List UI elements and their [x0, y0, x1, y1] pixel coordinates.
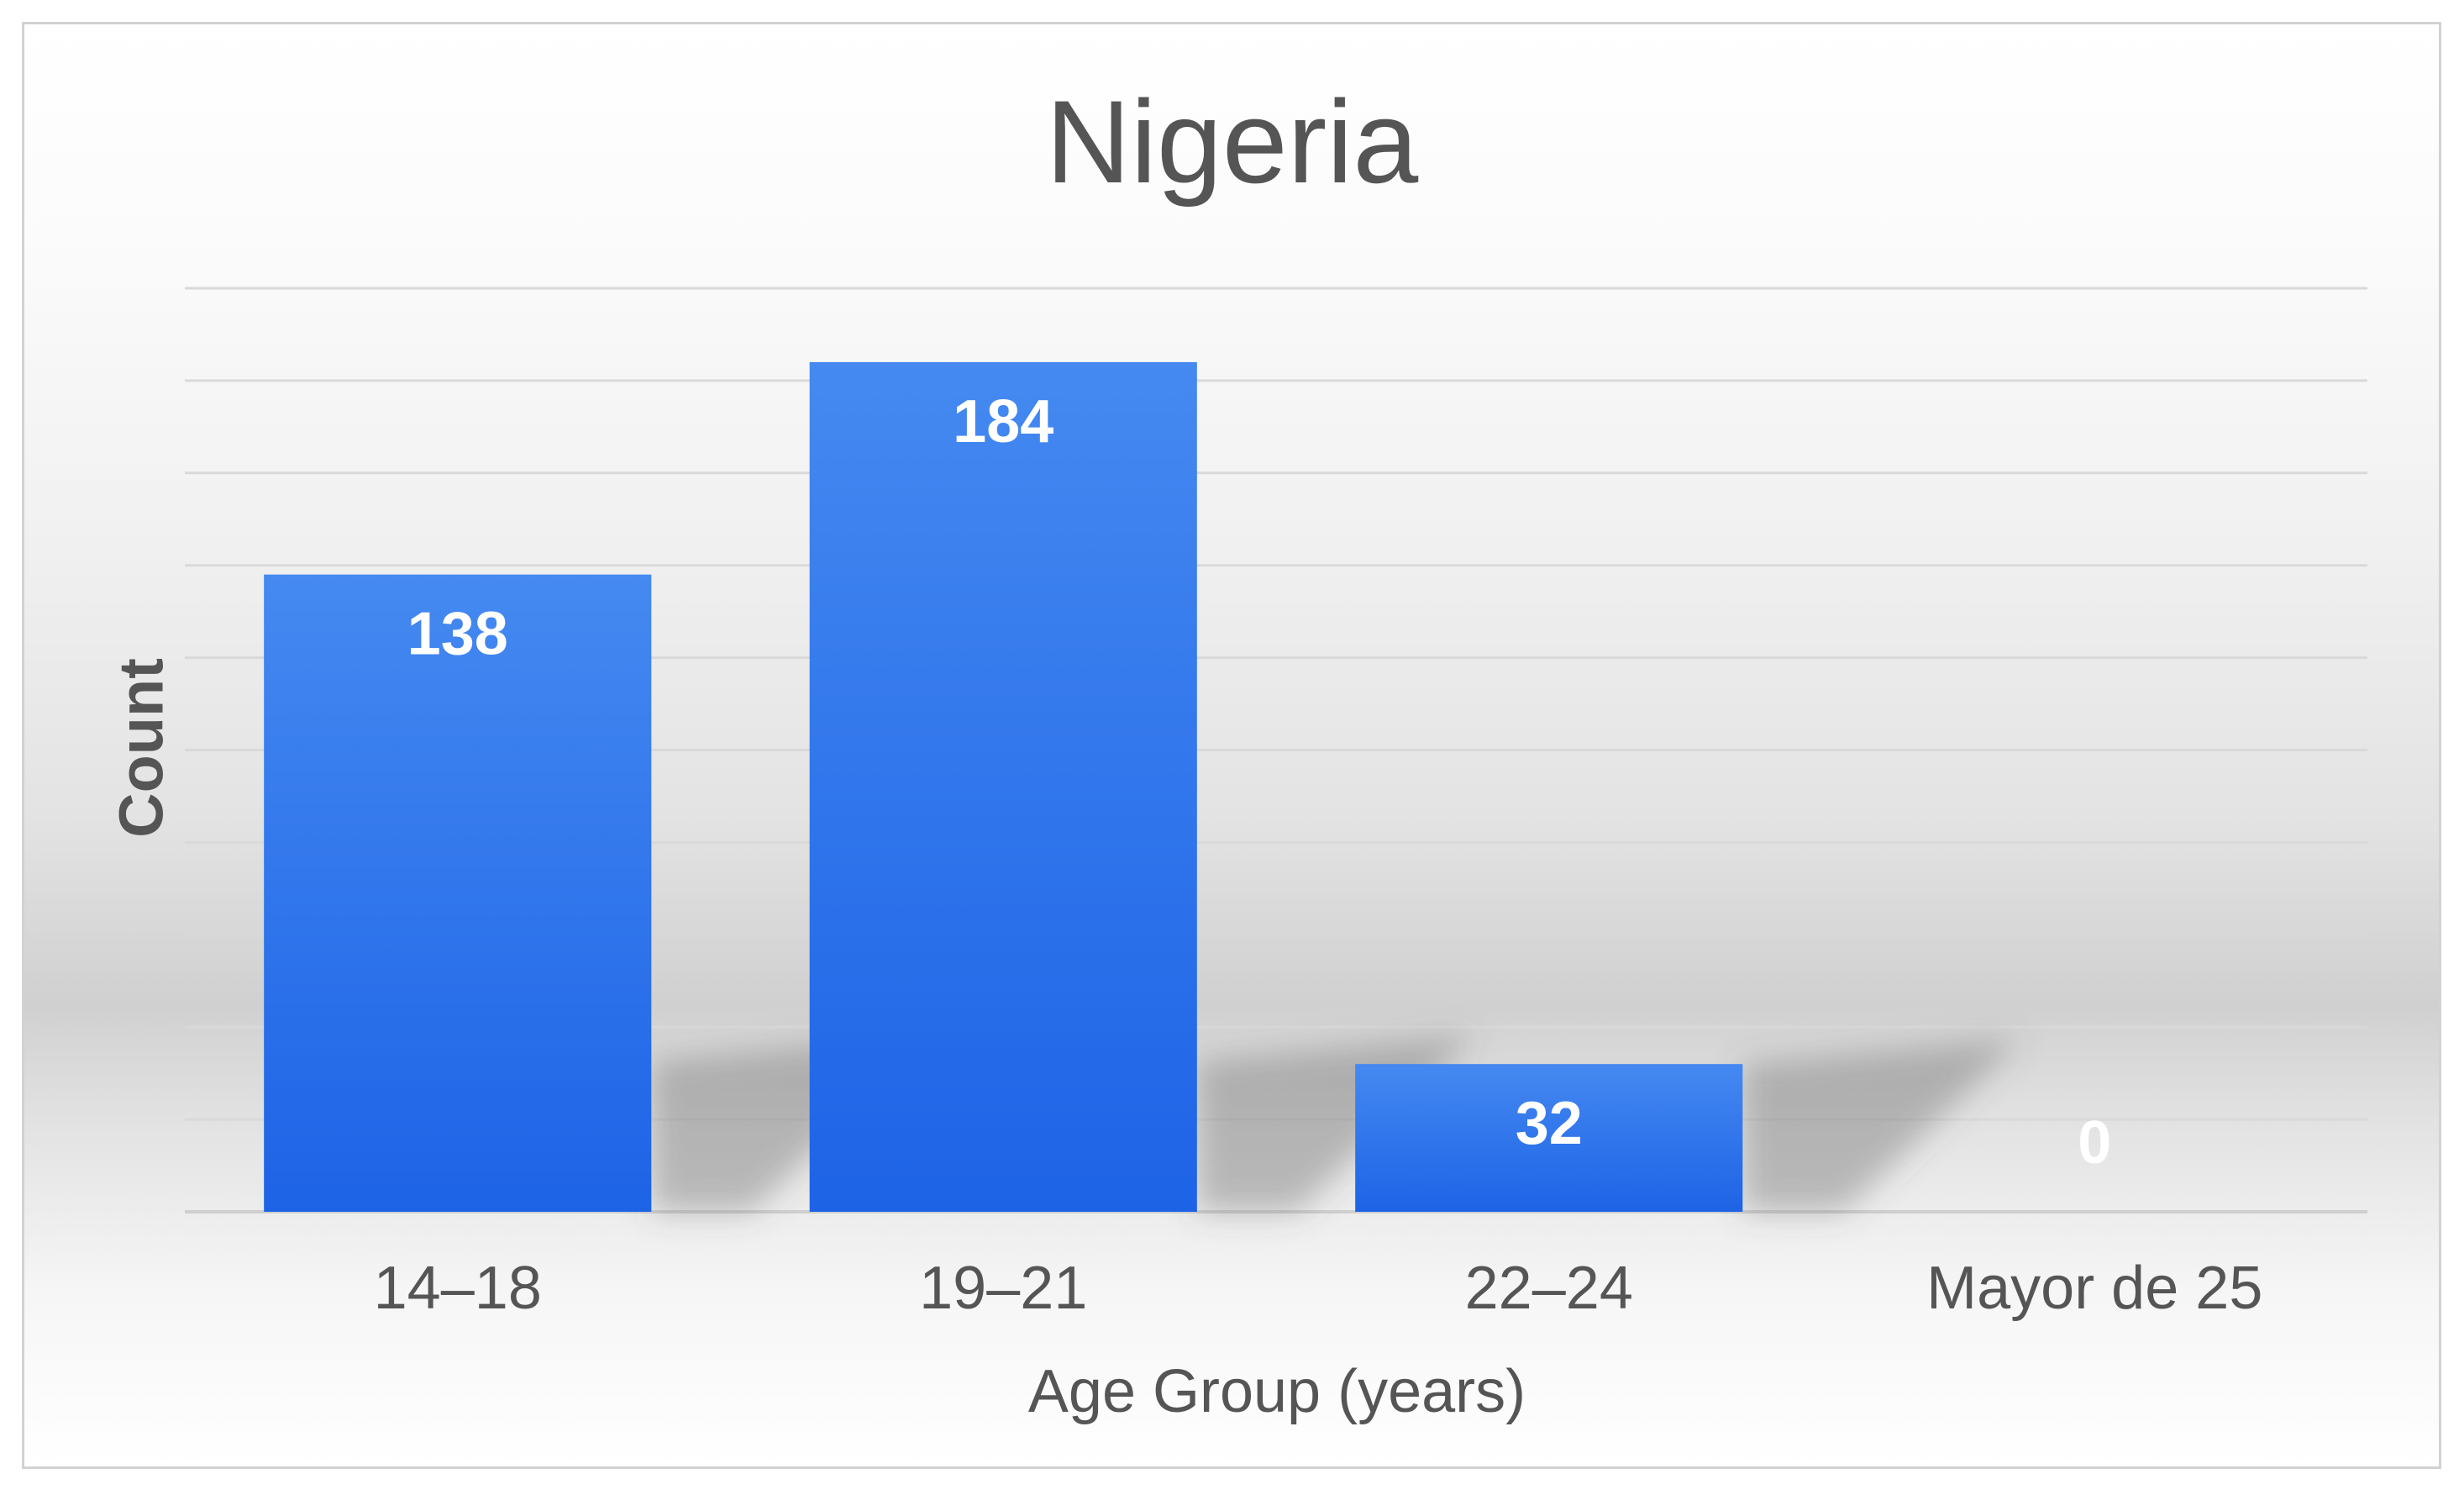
x-tick-label: 19–21 [919, 1255, 1087, 1322]
chart-title: Nigeria [1045, 76, 1419, 208]
x-tick-labels: 14–18 19–21 22–24 Mayor de 25 [374, 1255, 2263, 1322]
x-tick-label: 14–18 [374, 1255, 542, 1322]
bar [1355, 1064, 1743, 1212]
x-axis-label: Age Group (years) [1027, 1358, 1526, 1425]
data-label: 138 [407, 601, 508, 668]
bar [809, 361, 1197, 1212]
data-labels: 138 184 32 0 [407, 388, 2112, 1177]
x-tick-label: Mayor de 25 [1926, 1255, 2262, 1322]
bars [264, 361, 1743, 1212]
bar-shadow [1742, 1039, 2020, 1212]
bar [264, 574, 652, 1212]
data-label: 32 [1516, 1090, 1583, 1157]
data-label: 184 [953, 388, 1053, 455]
x-tick-label: 22–24 [1465, 1255, 1633, 1322]
data-label: 0 [2078, 1109, 2111, 1177]
